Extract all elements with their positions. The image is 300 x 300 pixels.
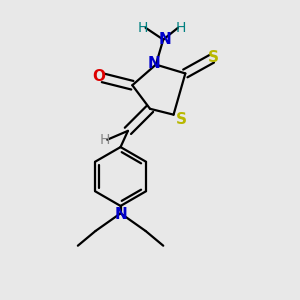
Text: S: S — [176, 112, 186, 127]
Text: H: H — [137, 21, 148, 35]
Text: N: N — [114, 207, 127, 222]
Text: N: N — [158, 32, 171, 47]
Text: O: O — [92, 69, 105, 84]
Text: S: S — [208, 50, 219, 65]
Text: H: H — [176, 21, 186, 35]
Text: H: H — [99, 133, 110, 147]
Text: N: N — [148, 56, 161, 70]
